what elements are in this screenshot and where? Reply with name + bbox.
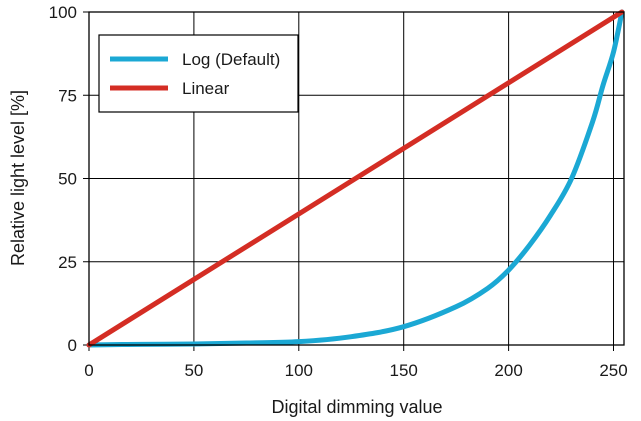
legend: Log (Default) Linear <box>98 34 299 113</box>
y-tick-label: 100 <box>49 3 77 22</box>
x-tick-label: 150 <box>390 361 418 380</box>
y-axis-title: Relative light level [%] <box>8 90 28 266</box>
legend-label-log: Log (Default) <box>182 50 280 69</box>
x-tick-label: 50 <box>184 361 203 380</box>
x-tick-label: 100 <box>285 361 313 380</box>
series-line-linear <box>86 9 625 348</box>
y-tick-label: 0 <box>68 336 77 355</box>
x-tick-label: 250 <box>599 361 627 380</box>
plot-frame <box>88 11 625 346</box>
y-tick-label: 50 <box>58 170 77 189</box>
x-tick-label: 200 <box>494 361 522 380</box>
series-lines <box>86 9 625 348</box>
legend-label-linear: Linear <box>182 79 230 98</box>
legend-box <box>98 34 299 113</box>
y-tick-label: 25 <box>58 253 77 272</box>
x-tick-label: 0 <box>84 361 93 380</box>
tick-labels: 0 50 100 150 200 250 0 25 50 75 100 <box>49 3 628 380</box>
x-axis-title: Digital dimming value <box>271 397 442 417</box>
y-tick-label: 75 <box>58 86 77 105</box>
series-line-log <box>86 9 625 348</box>
